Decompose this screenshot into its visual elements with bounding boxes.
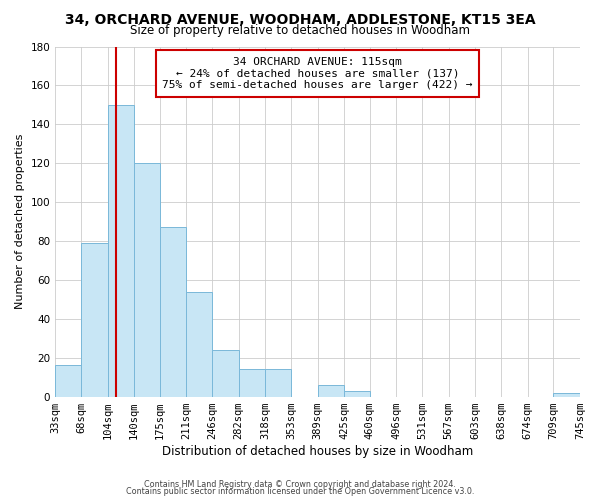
X-axis label: Distribution of detached houses by size in Woodham: Distribution of detached houses by size … <box>162 444 473 458</box>
Text: Contains public sector information licensed under the Open Government Licence v3: Contains public sector information licen… <box>126 488 474 496</box>
Bar <box>187 292 212 397</box>
Bar <box>160 228 187 396</box>
Bar <box>55 366 81 396</box>
Bar <box>553 392 580 396</box>
Text: Size of property relative to detached houses in Woodham: Size of property relative to detached ho… <box>130 24 470 37</box>
Text: 34 ORCHARD AVENUE: 115sqm
← 24% of detached houses are smaller (137)
75% of semi: 34 ORCHARD AVENUE: 115sqm ← 24% of detac… <box>163 57 473 90</box>
Bar <box>134 163 160 396</box>
Y-axis label: Number of detached properties: Number of detached properties <box>15 134 25 309</box>
Text: Contains HM Land Registry data © Crown copyright and database right 2024.: Contains HM Land Registry data © Crown c… <box>144 480 456 489</box>
Bar <box>344 390 370 396</box>
Bar <box>107 105 134 397</box>
Bar <box>317 385 344 396</box>
Bar <box>239 370 265 396</box>
Bar <box>212 350 239 397</box>
Text: 34, ORCHARD AVENUE, WOODHAM, ADDLESTONE, KT15 3EA: 34, ORCHARD AVENUE, WOODHAM, ADDLESTONE,… <box>65 12 535 26</box>
Bar <box>265 370 291 396</box>
Bar <box>81 243 107 396</box>
